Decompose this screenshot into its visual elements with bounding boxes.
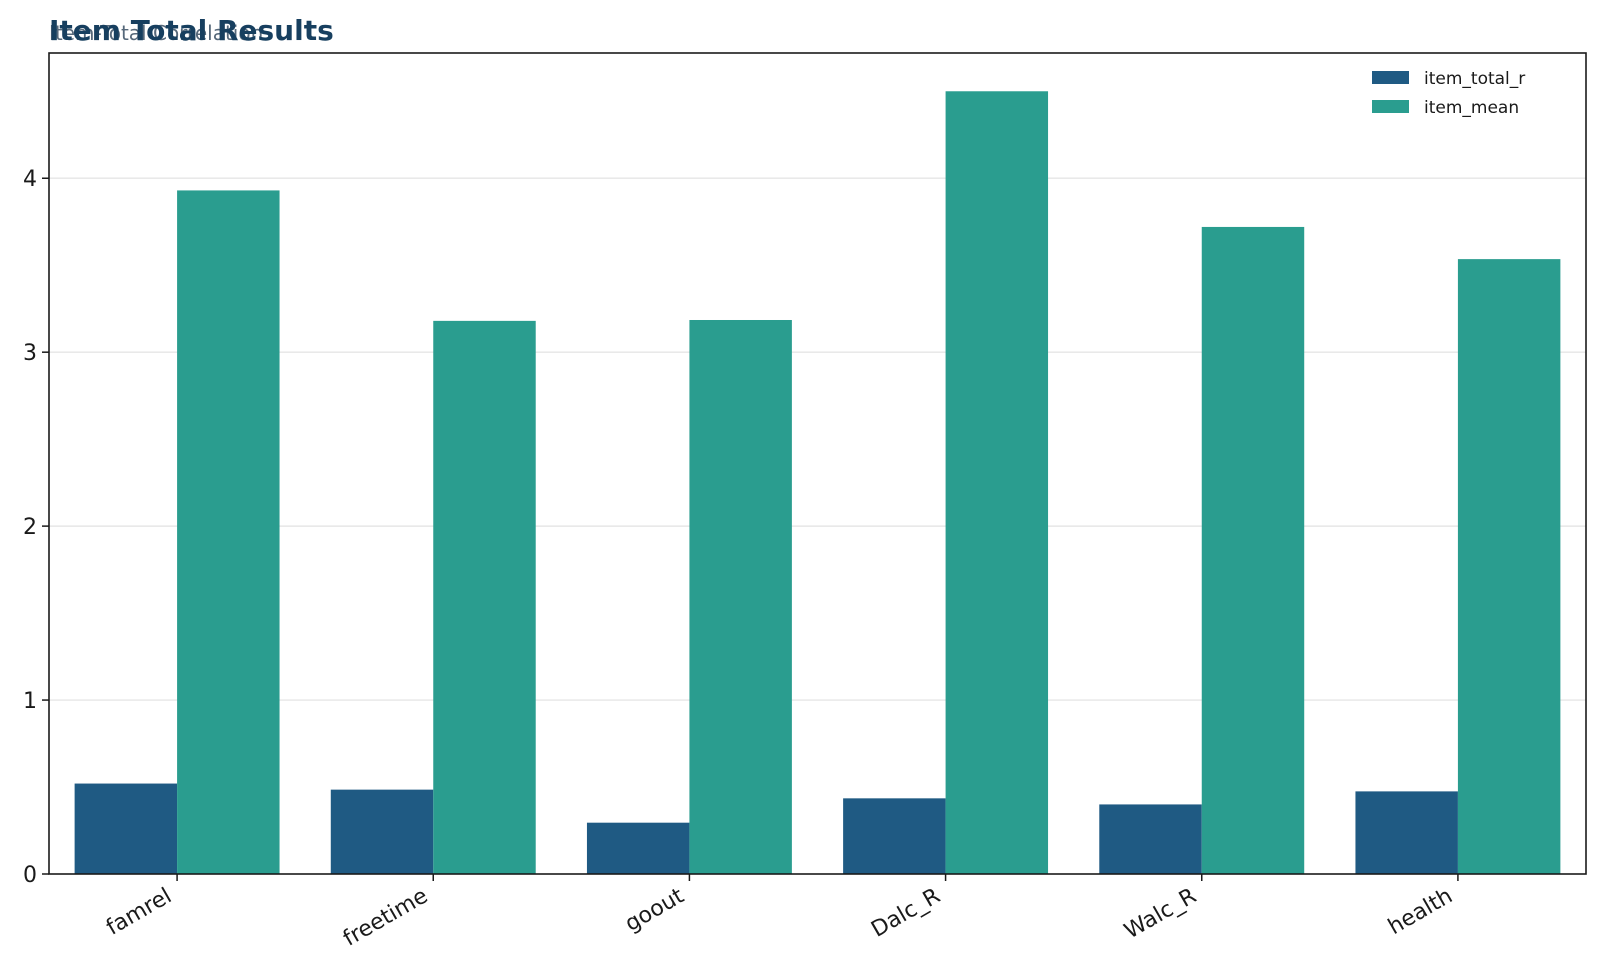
legend-label-item_total_r: item_total_r	[1424, 69, 1525, 89]
bar-item_mean-goout	[689, 319, 792, 875]
y-tick-label: 1	[23, 689, 37, 714]
legend: item_total_r item_mean	[1372, 69, 1525, 118]
bar-item_mean-health	[1457, 259, 1561, 874]
bars	[74, 91, 1561, 875]
legend-swatch-item_total_r	[1372, 71, 1409, 84]
y-axis: 0 1 2 3 4	[23, 167, 49, 888]
bar-item_mean-Dalc_R	[945, 91, 1049, 874]
chart-title: Item Total Results	[49, 14, 334, 47]
bar-item_mean-Walc_R	[1201, 226, 1305, 874]
plot-frame	[48, 52, 1587, 875]
y-tick-label: 0	[23, 863, 37, 888]
bar-item_mean-freetime	[433, 320, 536, 874]
bar-item_total_r-health	[1355, 791, 1458, 874]
bar-item_total_r-Dalc_R	[843, 798, 946, 874]
bar-item_total_r-goout	[586, 822, 690, 874]
chart-subtitle: Item-Total Correlation	[49, 21, 263, 45]
legend-swatch-item_mean	[1372, 100, 1409, 113]
bar-item_total_r-freetime	[330, 789, 434, 874]
bar-item_mean-famrel	[177, 190, 280, 874]
grid-lines	[49, 177, 1586, 701]
y-tick-label: 3	[23, 341, 37, 366]
bar-item_total_r-Walc_R	[1099, 804, 1202, 874]
y-tick-label: 2	[23, 515, 37, 540]
bar-item_total_r-famrel	[74, 783, 178, 874]
y-tick-label: 4	[23, 167, 37, 192]
legend-label-item_mean: item_mean	[1424, 98, 1519, 118]
